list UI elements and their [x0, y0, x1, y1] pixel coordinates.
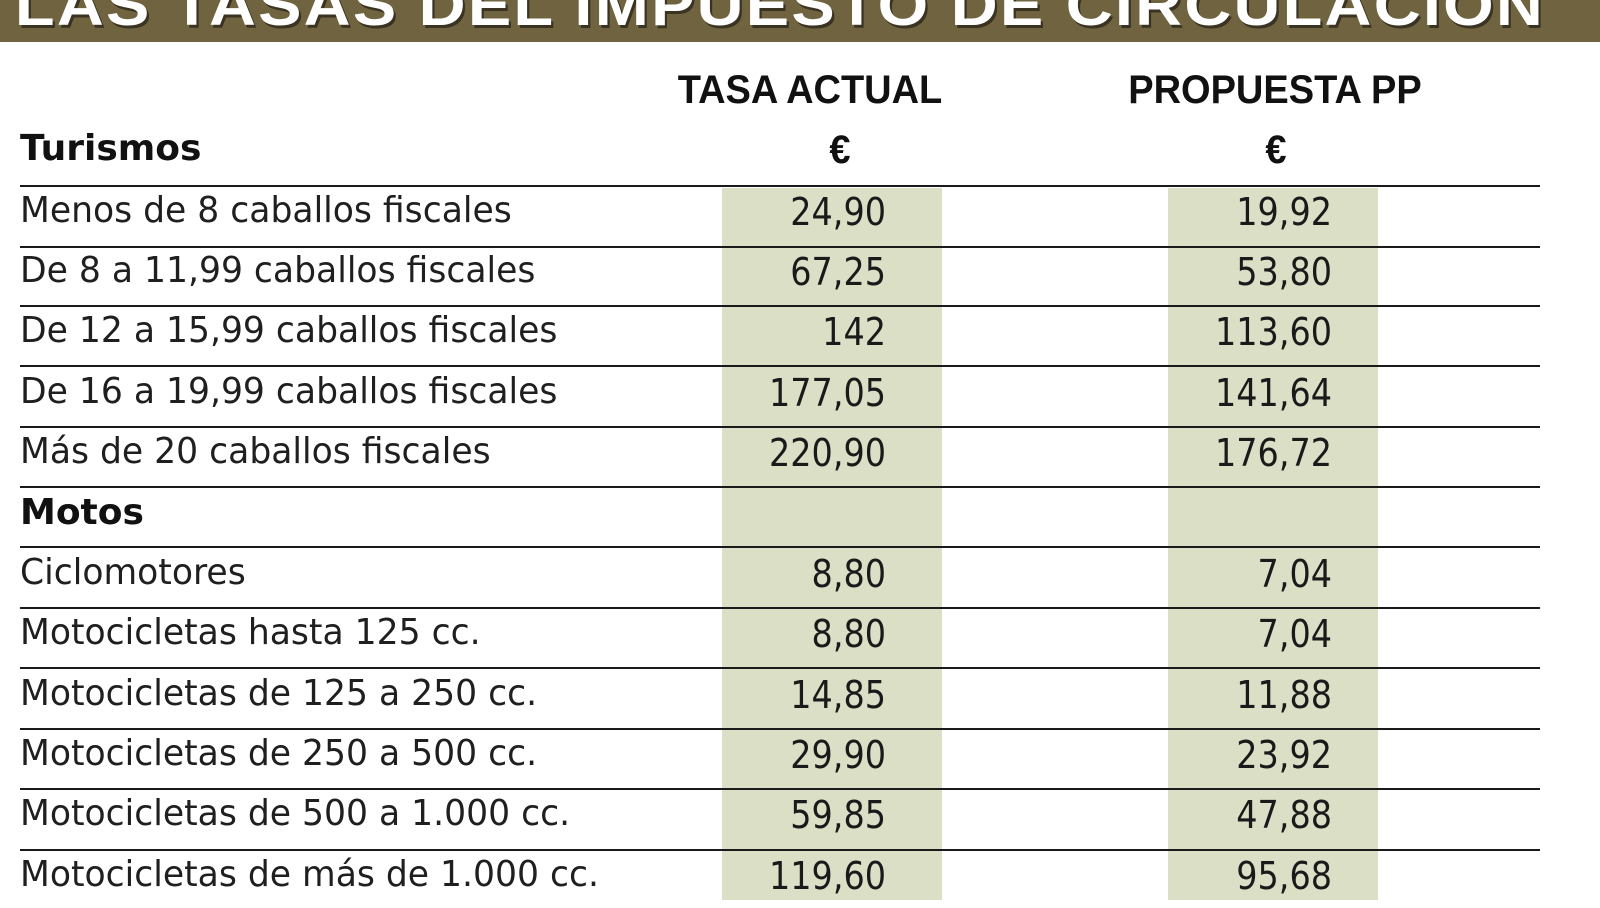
- row-label: De 16 a 19,99 caballos fiscales: [20, 371, 558, 412]
- table-row: Motocicletas de 250 a 500 cc. 29,90 23,9…: [20, 729, 1540, 787]
- proposed-rate: 141,64: [1214, 371, 1332, 415]
- row-label: Motocicletas de más de 1.000 cc.: [20, 854, 599, 895]
- current-rate: 59,85: [790, 793, 886, 837]
- current-rate: 29,90: [790, 733, 886, 777]
- currency-current: €: [829, 128, 851, 172]
- divider: [20, 365, 1540, 367]
- table-row: De 8 a 11,99 caballos fiscales 67,25 53,…: [20, 246, 1540, 304]
- proposed-rate: 19,92: [1236, 190, 1332, 234]
- currency-proposal: €: [1265, 128, 1287, 172]
- row-label: Ciclomotores: [20, 552, 246, 593]
- table-row: De 12 a 15,99 caballos fiscales 142 113,…: [20, 306, 1540, 364]
- table-row: Más de 20 caballos fiscales 220,90 176,7…: [20, 427, 1540, 485]
- current-rate: 220,90: [768, 431, 886, 475]
- proposed-rate: 95,68: [1236, 854, 1332, 898]
- column-header-proposal: PROPUESTA PP: [1128, 68, 1422, 112]
- proposed-rate: 47,88: [1236, 793, 1332, 837]
- proposed-rate: 7,04: [1257, 612, 1332, 656]
- current-rate: 24,90: [790, 190, 886, 234]
- proposed-rate: 53,80: [1236, 250, 1332, 294]
- proposed-rate: 176,72: [1214, 431, 1332, 475]
- divider: [20, 305, 1540, 307]
- divider: [20, 546, 1540, 548]
- divider: [20, 788, 1540, 790]
- table-row: De 16 a 19,99 caballos fiscales 177,05 1…: [20, 367, 1540, 425]
- divider: [20, 486, 1540, 488]
- current-rate: 14,85: [790, 673, 886, 717]
- divider: [20, 426, 1540, 428]
- row-label: Menos de 8 caballos fiscales: [20, 190, 512, 231]
- table-row: Menos de 8 caballos fiscales 24,90 19,92: [20, 186, 1540, 244]
- row-label: Motocicletas de 250 a 500 cc.: [20, 733, 538, 774]
- table-row: Motocicletas hasta 125 cc. 8,80 7,04: [20, 608, 1540, 666]
- column-header-current: TASA ACTUAL: [677, 68, 943, 112]
- divider: [20, 667, 1540, 669]
- proposed-rate: 113,60: [1214, 310, 1332, 354]
- proposed-rate: 23,92: [1236, 733, 1332, 777]
- table-row: Motocicletas de 125 a 250 cc. 14,85 11,8…: [20, 669, 1540, 727]
- current-rate: 8,80: [811, 612, 886, 656]
- current-rate: 8,80: [811, 552, 886, 596]
- divider: [20, 849, 1540, 851]
- table-title-banner: LAS TASAS DEL IMPUESTO DE CIRCULACIÓN: [0, 0, 1600, 42]
- section-heading-motos: Motos: [20, 492, 144, 533]
- row-label: De 8 a 11,99 caballos fiscales: [20, 250, 536, 291]
- row-label: Motocicletas hasta 125 cc.: [20, 612, 481, 653]
- row-label: Motocicletas de 500 a 1.000 cc.: [20, 793, 571, 834]
- current-rate: 177,05: [768, 371, 886, 415]
- divider: [20, 246, 1540, 248]
- proposed-rate: 11,88: [1236, 673, 1332, 717]
- current-rate: 142: [822, 310, 886, 354]
- divider: [20, 185, 1540, 187]
- table-row: Motocicletas de más de 1.000 cc. 119,60 …: [20, 850, 1540, 908]
- table-row: Ciclomotores 8,80 7,04: [20, 548, 1540, 606]
- current-rate: 67,25: [790, 250, 886, 294]
- current-rate: 119,60: [768, 854, 886, 898]
- row-label: De 12 a 15,99 caballos fiscales: [20, 310, 558, 351]
- divider: [20, 607, 1540, 609]
- proposed-rate: 7,04: [1257, 552, 1332, 596]
- row-label: Más de 20 caballos fiscales: [20, 431, 491, 472]
- row-label: Motocicletas de 125 a 250 cc.: [20, 673, 538, 714]
- divider: [20, 728, 1540, 730]
- table-row: Motocicletas de 500 a 1.000 cc. 59,85 47…: [20, 789, 1540, 847]
- section-heading-turismos: Turismos: [20, 128, 202, 169]
